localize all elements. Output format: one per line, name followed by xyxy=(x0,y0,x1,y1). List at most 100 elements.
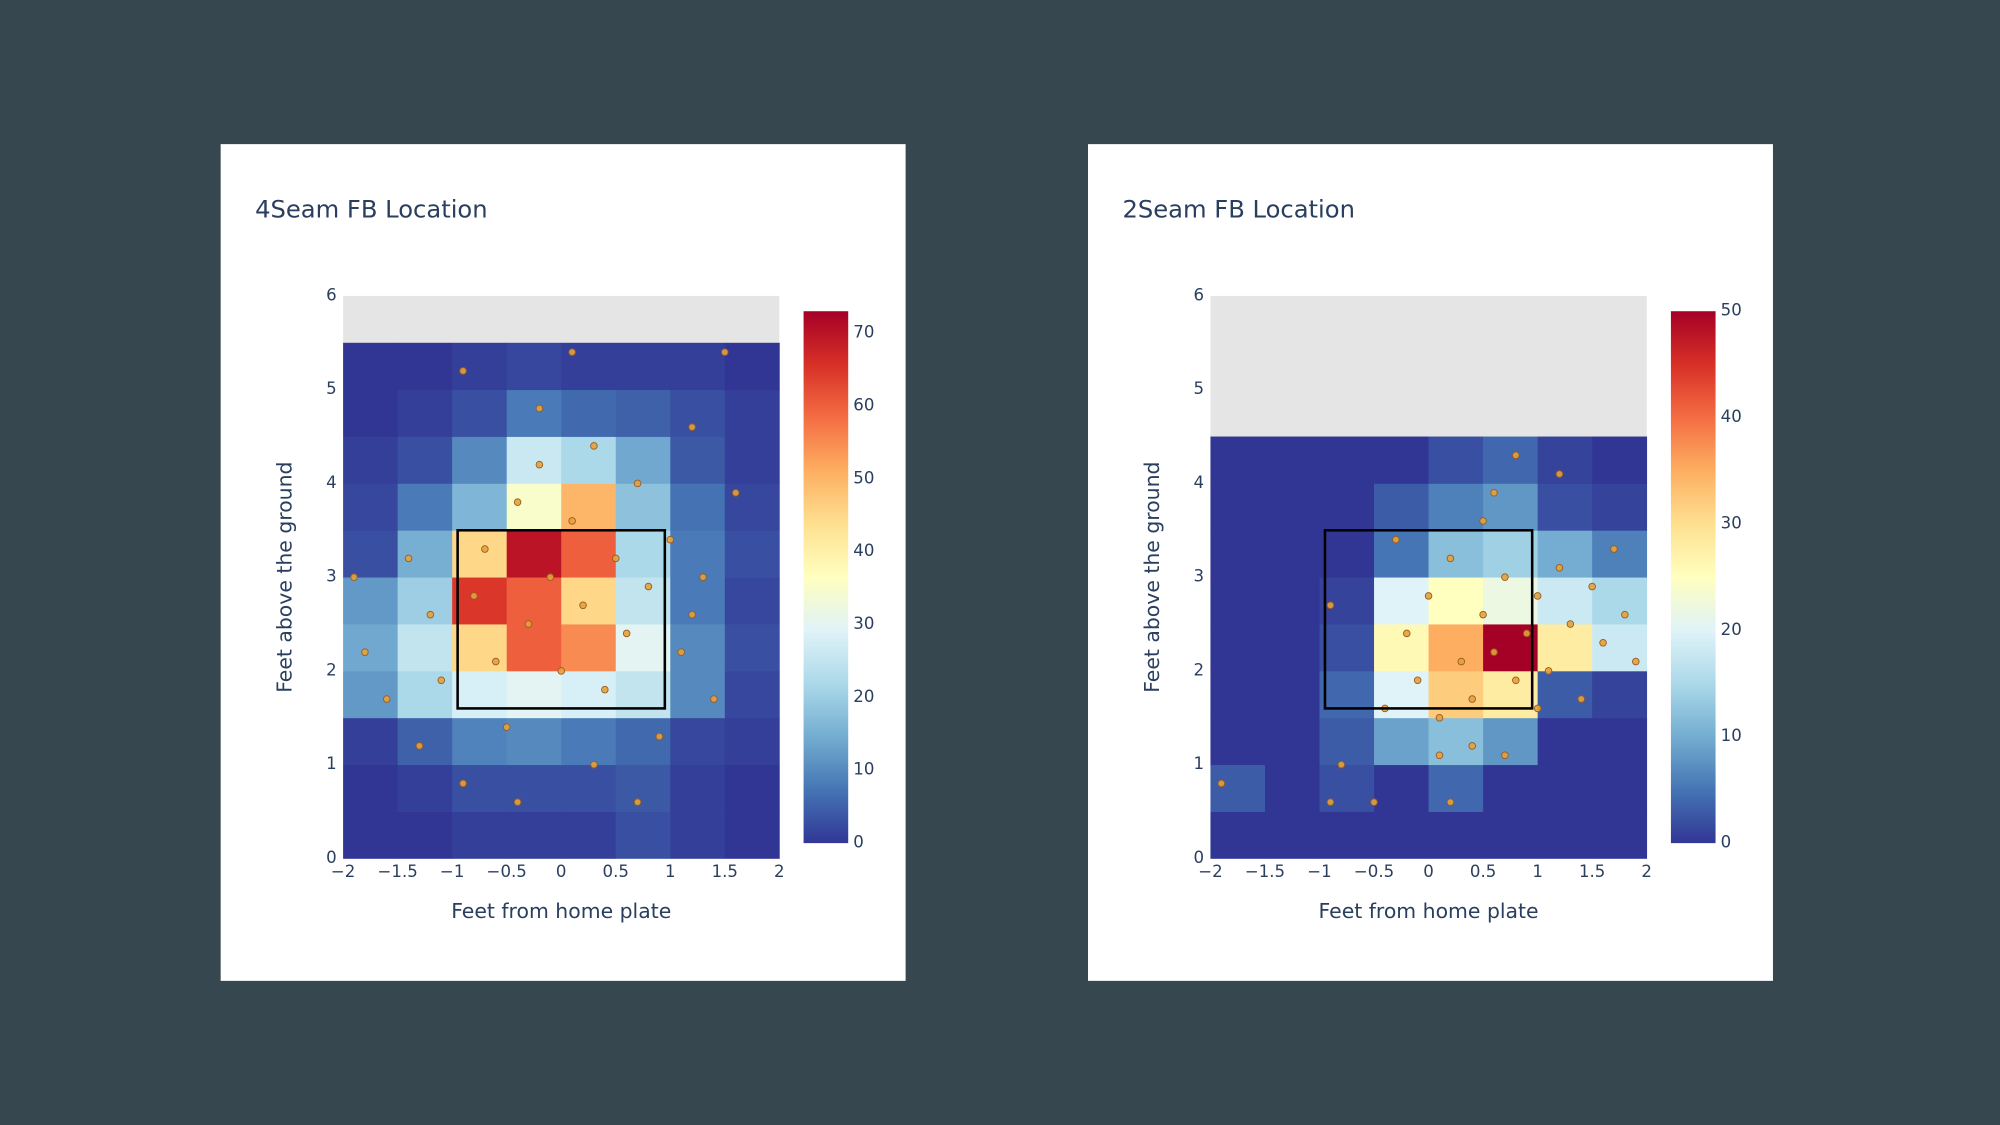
pitch-point xyxy=(1337,760,1346,769)
heatmap-cell xyxy=(1537,624,1593,672)
x-tick-label: −1 xyxy=(440,862,464,881)
heatmap-cell xyxy=(1210,436,1266,484)
heatmap-cell xyxy=(452,436,508,484)
heatmap-cell xyxy=(724,717,780,766)
pitch-point xyxy=(1490,648,1498,656)
pitch-point xyxy=(1533,592,1542,600)
heatmap-cell xyxy=(1264,530,1320,578)
heatmap-cell xyxy=(1592,811,1648,859)
heatmap-cell xyxy=(452,624,508,672)
pitch-point xyxy=(622,629,631,638)
heatmap-cell xyxy=(724,811,780,859)
y-tick-label: 3 xyxy=(326,567,337,586)
heatmap-cell xyxy=(1592,483,1648,531)
heatmap-cell xyxy=(1374,717,1429,766)
heatmap-cell xyxy=(670,436,726,484)
heatmap-cell xyxy=(397,483,453,531)
heatmap-cell xyxy=(1592,764,1648,812)
heatmap-cell xyxy=(1374,436,1429,484)
heatmap-cell xyxy=(397,670,453,719)
heatmap-cell xyxy=(1264,717,1320,766)
x-tick-label: 1 xyxy=(665,862,676,881)
pitch-point xyxy=(1610,545,1618,553)
colorbar-tick-label: 30 xyxy=(853,614,874,633)
heatmap-cell xyxy=(343,717,399,766)
pitch-point xyxy=(535,460,544,469)
heatmap-cell xyxy=(1374,764,1429,812)
heatmap-cell xyxy=(561,530,617,578)
heatmap-cell xyxy=(1483,577,1539,625)
heatmap-cell xyxy=(343,670,399,719)
colorbar xyxy=(1670,311,1716,844)
heatmap-cell xyxy=(1210,577,1266,625)
heatmap-cell xyxy=(670,717,726,766)
pitch-point xyxy=(1424,592,1433,600)
heatmap-cell xyxy=(1374,624,1429,672)
pitch-point xyxy=(459,779,467,788)
heatmap-cell xyxy=(1428,624,1484,672)
pitch-point xyxy=(470,592,478,600)
heatmap-cell xyxy=(452,577,508,625)
heatmap-cell xyxy=(615,483,671,531)
heatmap-cell xyxy=(1483,717,1539,766)
heatmap-cell xyxy=(1264,764,1320,812)
heatmap-cell xyxy=(1428,530,1484,578)
pitch-point xyxy=(731,489,740,497)
heatmap-cell xyxy=(1537,436,1593,484)
heatmap-cell xyxy=(670,624,726,672)
heatmap-cell xyxy=(561,436,617,484)
heatmap-cell xyxy=(1264,577,1320,625)
heatmap-cell xyxy=(615,436,671,484)
colorbar-tick-label: 20 xyxy=(853,687,874,706)
heatmap-cell xyxy=(670,577,726,625)
y-tick-label: 4 xyxy=(1194,473,1205,492)
pitch-point xyxy=(633,479,642,488)
pitch-point xyxy=(1632,657,1640,666)
heatmap-cell xyxy=(343,436,399,484)
pitch-point xyxy=(1588,582,1596,591)
heatmap-cell xyxy=(1264,436,1320,484)
x-tick-label: −1.5 xyxy=(378,862,418,881)
heatmap-cell xyxy=(1428,483,1484,531)
heatmap-cell xyxy=(1374,530,1429,578)
colorbar-tick-label: 10 xyxy=(853,760,874,779)
colorbar-tick-label: 70 xyxy=(853,323,874,342)
heatmap-cell xyxy=(724,577,780,625)
heatmap-cell xyxy=(1319,530,1375,578)
pitch-point xyxy=(1512,676,1520,685)
heatmap-cell xyxy=(1537,483,1593,531)
heatmap-cell xyxy=(506,389,562,437)
heatmap-cell xyxy=(1210,624,1266,672)
pitch-point xyxy=(644,582,653,591)
pitch-point xyxy=(1599,639,1607,647)
pitch-point xyxy=(459,367,467,375)
heatmap-cell xyxy=(1210,764,1266,812)
colorbar-tick-label: 30 xyxy=(1721,513,1742,532)
heatmap-cell xyxy=(1483,530,1539,578)
heatmap-cell xyxy=(1264,624,1320,672)
heatmap-cell xyxy=(724,530,780,578)
heatmap-cell xyxy=(343,342,399,391)
heatmap-cell xyxy=(452,764,508,812)
x-axis-title: Feet from home plate xyxy=(1319,899,1539,923)
pitch-point xyxy=(1217,779,1226,788)
y-tick-label: 2 xyxy=(326,660,337,679)
pitch-point xyxy=(1370,798,1378,806)
heatmap-cell xyxy=(670,811,726,859)
pitch-point xyxy=(1512,451,1520,460)
y-tick-label: 4 xyxy=(326,473,337,492)
heatmap-cell xyxy=(452,670,508,719)
heatmap-cell xyxy=(506,811,562,859)
pitch-point xyxy=(1522,629,1531,638)
heatmap-cell xyxy=(1537,670,1593,719)
pitch-point xyxy=(1446,554,1455,563)
heatmap-cell xyxy=(506,530,562,578)
heatmap-cell xyxy=(1319,624,1375,672)
heatmap-cell xyxy=(724,670,780,719)
pitch-point xyxy=(415,742,424,750)
pitch-point xyxy=(524,620,533,628)
heatmap-cell xyxy=(615,670,671,719)
heatmap-cell xyxy=(397,624,453,672)
heatmap-cell xyxy=(1483,436,1539,484)
heatmap-cell xyxy=(343,389,399,437)
